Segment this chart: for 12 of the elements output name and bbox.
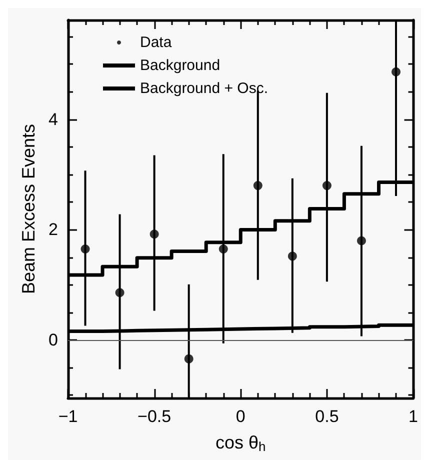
x-tick-label: −1 (58, 407, 78, 426)
y-tick-label: 4 (48, 110, 58, 129)
legend-label: Background (140, 57, 220, 74)
y-tick-label: 0 (48, 330, 58, 350)
legend-label: Background + Osc. (140, 80, 268, 97)
y-tick-label: 2 (48, 220, 58, 240)
x-tick-label: −0.5 (138, 407, 172, 426)
legend-label: Data (140, 34, 172, 51)
x-tick-label: 0 (236, 407, 246, 426)
y-axis-title: Beam Excess Events (18, 124, 39, 294)
x-tick-label: 0.5 (315, 407, 339, 426)
x-tick-label: 1 (408, 407, 418, 426)
